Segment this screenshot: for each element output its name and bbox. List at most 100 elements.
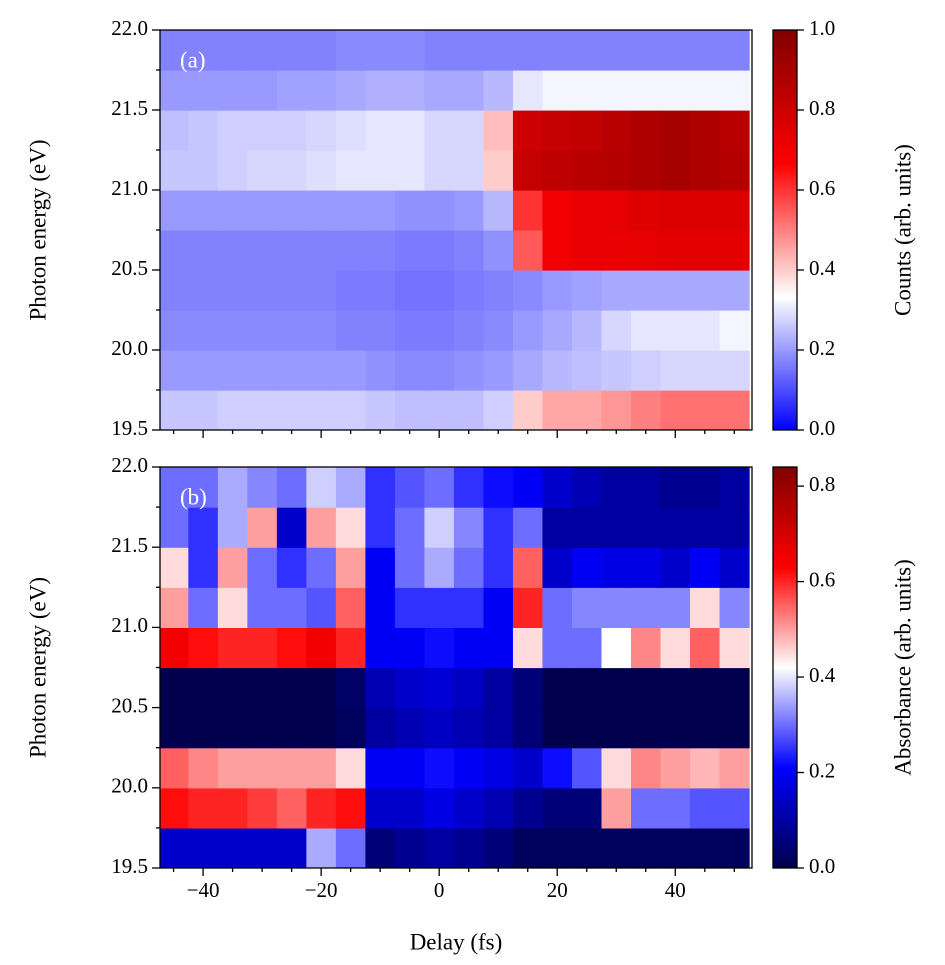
heat-cell [571,150,603,191]
heat-cell [512,547,544,588]
heat-cell [306,467,337,508]
heat-cell [188,467,219,508]
heat-cell [660,190,691,231]
heat-cell [160,507,189,548]
heat-cell [424,350,455,391]
heat-cell [217,390,248,430]
heat-cell [660,30,691,71]
heat-cell [601,350,632,391]
heat-cell [335,110,366,151]
heat-cell [306,150,337,191]
heat-cell [571,230,603,271]
heat-cell [660,110,691,151]
heat-cell [306,190,337,231]
heat-cell [601,747,632,789]
heat-cell [631,310,662,351]
heat-cell [719,230,750,271]
heat-cell [365,390,396,430]
heat-cell [424,110,455,151]
heat-cell [365,827,396,868]
heat-cell [394,70,426,111]
colorbar-tick-label: 0.8 [809,472,835,496]
heat-cell [365,310,396,351]
heat-cell [601,787,632,829]
heat-cell [365,667,396,709]
heat-cell [453,587,485,628]
heat-cell [394,627,426,669]
heat-cell [188,270,219,311]
heat-cell [719,667,750,709]
heat-cell [571,390,603,430]
heat-cell [217,310,248,351]
heat-cell [188,110,219,151]
heat-cell [306,507,337,548]
heat-cell [601,270,632,311]
heat-cell [394,190,426,231]
heat-cell [631,667,662,709]
heat-cell [571,270,603,311]
heat-cell [276,70,307,111]
y-axis-label: Photon energy (eV) [25,140,50,321]
heat-cell [335,310,366,351]
heat-cell [217,467,248,508]
heat-cell [160,270,189,311]
heat-cell [453,390,485,430]
heat-cell [660,390,691,430]
heat-cell [453,230,485,271]
heat-cell [512,110,544,151]
y-tick-label: 19.5 [111,854,148,878]
heat-cell [542,787,573,829]
heat-cell [660,787,691,829]
heat-cell [247,627,278,669]
heat-cell [483,627,514,669]
heat-cell [690,747,721,789]
heat-cell [631,747,662,789]
heat-cell [690,150,721,191]
heat-cell [365,70,396,111]
heat-cell [306,310,337,351]
heat-cell [512,270,544,311]
y-tick-label: 21.0 [111,613,148,637]
heat-cell [483,667,514,709]
panel-label: (a) [180,47,206,72]
heat-cell [365,507,396,548]
heat-cell [424,190,455,231]
heat-cell [542,150,573,191]
heat-cell [512,627,544,669]
heat-cell [660,587,691,628]
heat-cell [424,230,455,271]
heat-cell [719,310,750,351]
heat-cell [306,270,337,311]
heat-cell [660,467,691,508]
heat-cell [424,70,455,111]
heat-cell [188,787,219,829]
heat-cell [276,507,307,548]
heat-cell [542,667,573,709]
heat-cell [394,350,426,391]
heat-cell [188,230,219,271]
heat-cell [424,467,455,508]
heat-cell [719,627,750,669]
colorbar-tick-label: 0.4 [809,663,836,687]
heat-cell [335,707,366,749]
heat-cell [483,787,514,829]
heat-cell [453,150,485,191]
heat-cell [217,587,248,628]
panel-label: (b) [180,484,207,509]
heat-cell [217,230,248,271]
heat-cell [188,310,219,351]
heat-cell [631,547,662,588]
heat-cell [453,507,485,548]
heat-cell [719,190,750,231]
heat-cell [512,507,544,548]
heat-cell [512,350,544,391]
heat-cell [394,270,426,311]
heat-cell [483,310,514,351]
heat-cell [690,230,721,271]
x-tick-label: −20 [305,878,338,902]
heat-cell [394,390,426,430]
heat-cell [247,507,278,548]
heat-cell [306,70,337,111]
heat-cell [719,707,750,749]
